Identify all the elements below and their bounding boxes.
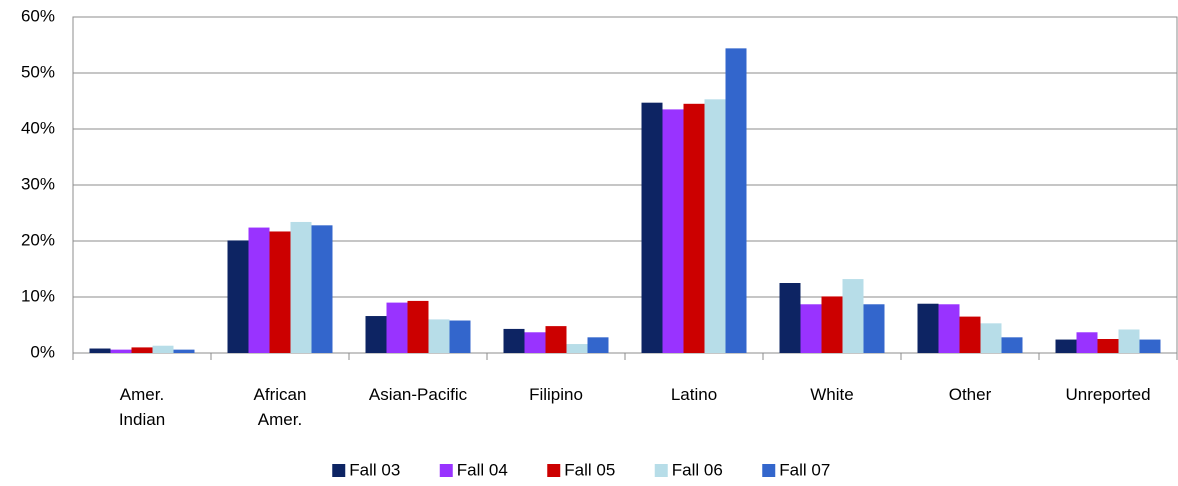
legend-label: Fall 04 xyxy=(457,460,508,479)
bar xyxy=(248,227,270,353)
x-tick-label: Unreported xyxy=(1065,385,1151,404)
y-tick-label: 50% xyxy=(21,62,55,81)
bar xyxy=(1097,339,1119,353)
bar xyxy=(407,300,429,353)
bar xyxy=(938,304,960,353)
bar xyxy=(365,316,387,353)
legend-label: Fall 05 xyxy=(564,460,615,479)
x-tick-label: Amer. Indian xyxy=(118,385,166,429)
bar xyxy=(863,304,885,353)
bar xyxy=(1139,339,1161,353)
bar xyxy=(725,48,747,354)
bar xyxy=(503,328,525,353)
bar xyxy=(173,349,195,353)
legend-swatch xyxy=(654,464,668,477)
x-tick-label: White xyxy=(810,385,854,404)
bar xyxy=(227,240,249,353)
bar xyxy=(980,323,1002,353)
x-tick-label: Filipino xyxy=(529,385,583,404)
y-tick-label: 40% xyxy=(21,118,55,137)
bar xyxy=(704,99,726,353)
x-tick-label: Latino xyxy=(670,385,718,404)
bar xyxy=(566,344,588,353)
bar xyxy=(959,316,981,353)
bar xyxy=(779,283,801,353)
bar xyxy=(311,225,333,353)
bar xyxy=(1055,339,1077,353)
legend-swatch xyxy=(762,464,776,477)
x-tick-label: Other xyxy=(948,385,992,404)
bar xyxy=(917,303,939,353)
y-tick-label: 10% xyxy=(21,286,55,305)
y-tick-label: 60% xyxy=(21,6,55,25)
bar xyxy=(842,279,864,353)
bar xyxy=(152,345,174,353)
bar xyxy=(524,332,546,353)
bar xyxy=(800,304,822,353)
x-tick-label: African Amer. xyxy=(253,385,307,429)
bar xyxy=(449,320,471,353)
bar xyxy=(1001,337,1023,353)
bar xyxy=(1118,329,1140,353)
x-tick-label: Asian-Pacific xyxy=(368,385,468,404)
y-tick-label: 20% xyxy=(21,230,55,249)
bar xyxy=(290,221,312,353)
legend-label: Fall 06 xyxy=(672,460,723,479)
bar xyxy=(131,347,153,353)
y-tick-label: 0% xyxy=(30,342,55,361)
bar xyxy=(641,102,663,354)
bar xyxy=(1076,332,1098,353)
bar xyxy=(386,302,408,353)
bar xyxy=(545,326,567,353)
bar xyxy=(662,109,684,354)
bar xyxy=(110,349,132,353)
bar xyxy=(587,337,609,353)
legend-swatch xyxy=(332,464,346,477)
bar xyxy=(821,296,843,353)
bar xyxy=(683,103,705,353)
legend-swatch xyxy=(439,464,453,477)
legend-label: Fall 07 xyxy=(779,460,830,479)
legend-label: Fall 03 xyxy=(349,460,400,479)
bar xyxy=(428,319,450,353)
legend-swatch xyxy=(547,464,561,477)
bar xyxy=(89,348,111,353)
y-tick-label: 30% xyxy=(21,174,55,193)
bar xyxy=(269,231,291,353)
